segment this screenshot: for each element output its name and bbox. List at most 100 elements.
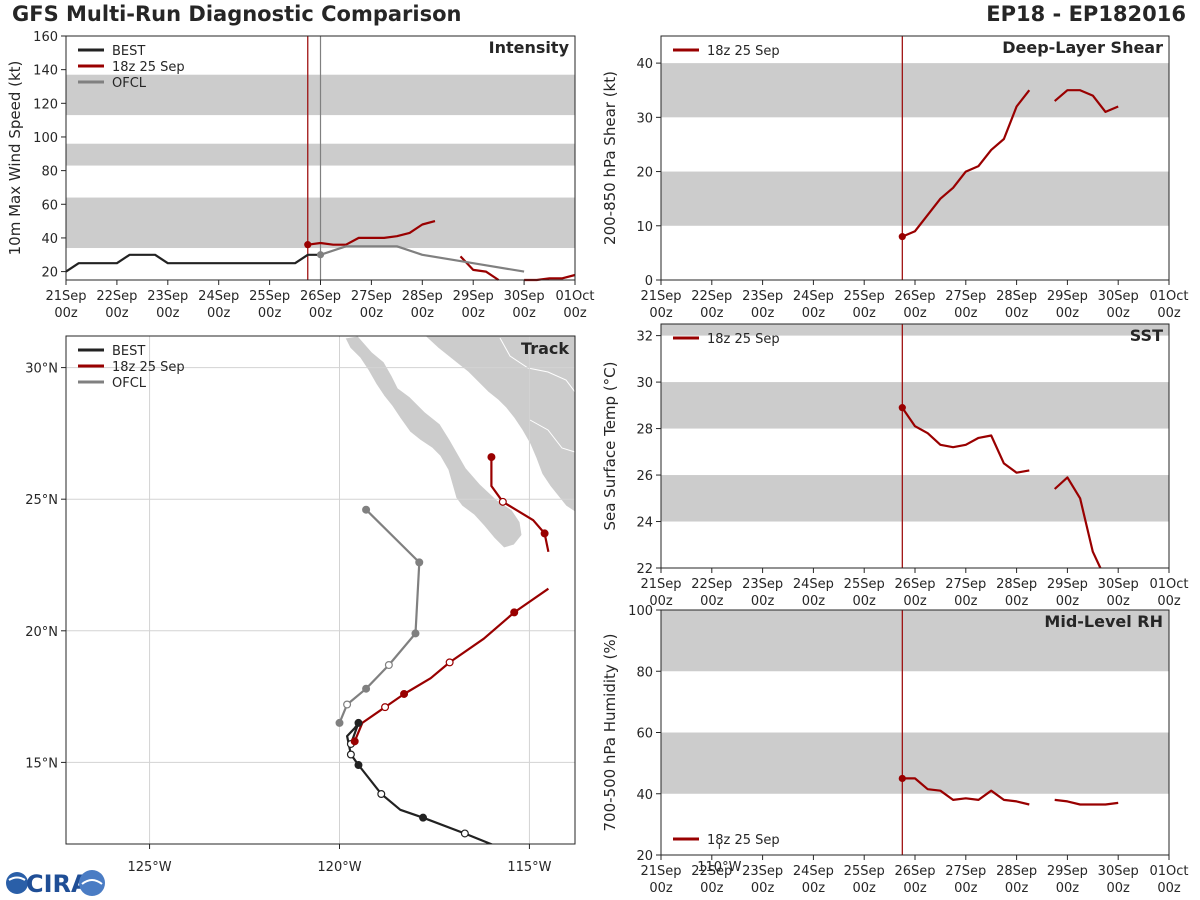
intensity-xtick-day: 01Oct <box>555 289 594 304</box>
sst-xtick-day: 24Sep <box>793 577 834 592</box>
intensity-xtick-day: 30Sep <box>504 289 545 304</box>
sst-xtick-day: 30Sep <box>1098 577 1139 592</box>
intensity-xtick-day: 22Sep <box>96 289 137 304</box>
shear-xtick-day: 23Sep <box>742 289 783 304</box>
rh-ytick-label: 100 <box>628 604 653 619</box>
rh-ytick-label: 80 <box>636 665 653 680</box>
intensity-xtick-hour: 00z <box>54 306 78 321</box>
shear-series-start-marker <box>898 233 906 241</box>
rh-xtick-day: 25Sep <box>844 864 885 879</box>
shear-xtick-hour: 00z <box>853 306 877 321</box>
sst-ytick-label: 22 <box>636 562 653 577</box>
rh-xtick-day: 28Sep <box>996 864 1037 879</box>
track-line-18z-25-sep <box>353 587 550 742</box>
cira-logo: CIRA <box>6 870 105 898</box>
track-position-marker <box>510 608 519 617</box>
track-ytick-label: 20°N <box>25 625 58 640</box>
rh-xtick-day: 21Sep <box>640 864 681 879</box>
sst-xtick-day: 01Oct <box>1149 577 1188 592</box>
track-position-marker <box>419 813 428 822</box>
track-position-marker <box>350 737 359 746</box>
track-position-marker <box>354 718 363 727</box>
intensity-ytick-label: 100 <box>33 131 58 146</box>
intensity-legend-label: OFCL <box>112 76 147 91</box>
track-xtick-label: 120°W <box>317 860 361 875</box>
intensity-xtick-day: 24Sep <box>198 289 239 304</box>
shear-xtick-hour: 00z <box>1056 306 1080 321</box>
track-position-marker <box>362 505 371 514</box>
shear-title: Deep-Layer Shear <box>1002 38 1163 57</box>
shear-xtick-day: 29Sep <box>1047 289 1088 304</box>
shear-xtick-hour: 00z <box>1107 306 1131 321</box>
track-plot-area <box>66 336 575 844</box>
shear-xtick-day: 27Sep <box>945 289 986 304</box>
globe-icon <box>6 872 28 894</box>
track-position-marker <box>362 684 371 693</box>
intensity-chart: 20 40 60 80 100 120 140 160 21Sep 00z 22Sep 00z 23Se… <box>6 30 595 321</box>
sst-xtick-day: 21Sep <box>640 577 681 592</box>
storm-id-title: EP18 - EP182016 <box>986 2 1186 26</box>
intensity-xtick-hour: 00z <box>462 306 486 321</box>
rh-xtick-day: 30Sep <box>1098 864 1139 879</box>
intensity-legend-label: BEST <box>112 44 145 59</box>
baja-california-landmass <box>344 336 523 549</box>
rh-ytick-label: 20 <box>636 849 653 864</box>
intensity-series-start-marker <box>316 251 325 259</box>
shear-ytick-label: 20 <box>636 166 653 181</box>
intensity-series-start-marker <box>304 241 312 249</box>
sst-xtick-hour: 00z <box>700 594 724 609</box>
intensity-legend-label: 18z 25 Sep <box>112 60 185 75</box>
shear-band-1 <box>661 63 1169 118</box>
state-border-line <box>529 419 575 453</box>
track-legend-label: OFCL <box>112 376 147 391</box>
shear-xtick-day: 30Sep <box>1098 289 1139 304</box>
track-position-marker <box>335 718 344 727</box>
track-position-marker <box>415 558 424 567</box>
sst-chart: 22 24 26 28 30 32 21Sep 00z 22Sep 00z 23Sep 00z 24Se… <box>601 323 1189 609</box>
shear-xtick-day: 22Sep <box>691 289 732 304</box>
rh-xtick-hour: 00z <box>853 881 877 896</box>
intensity-series-line <box>320 245 525 273</box>
intensity-ytick-label: 60 <box>41 198 58 213</box>
sst-xtick-day: 25Sep <box>844 577 885 592</box>
shear-legend-label: 18z 25 Sep <box>707 44 780 59</box>
rh-series-line <box>902 777 1119 806</box>
track-frame <box>65 335 576 845</box>
track-position-marker <box>540 529 549 538</box>
sst-xtick-hour: 00z <box>1107 594 1131 609</box>
intensity-xtick-day: 26Sep <box>300 289 341 304</box>
intensity-xtick-day: 21Sep <box>45 289 86 304</box>
track-position-marker <box>377 789 386 798</box>
rh-band-1 <box>661 610 1169 672</box>
track-position-marker <box>460 829 469 838</box>
sst-xtick-day: 22Sep <box>691 577 732 592</box>
intensity-xtick-hour: 00z <box>512 306 536 321</box>
rh-xtick-day: 01Oct <box>1149 864 1188 879</box>
shear-xtick-day: 26Sep <box>894 289 935 304</box>
sst-xtick-hour: 00z <box>751 594 775 609</box>
sst-series-line <box>901 407 1102 569</box>
rh-xtick-day: 29Sep <box>1047 864 1088 879</box>
intensity-title: Intensity <box>489 38 570 57</box>
rh-xtick-hour: 00z <box>802 881 826 896</box>
rh-ytick-label: 40 <box>636 788 653 803</box>
rh-title: Mid-Level RH <box>1044 612 1163 631</box>
sst-xtick-hour: 00z <box>853 594 877 609</box>
track-xtick-label: 110°W <box>697 860 741 875</box>
track-xtick-label: 125°W <box>127 860 171 875</box>
rh-chart: 20 40 60 80 100 21Sep 00z 22Sep 00z 23Sep 00z 24Sep… <box>601 604 1189 896</box>
rh-ytick-label: 60 <box>636 727 653 742</box>
intensity-ytick-label: 120 <box>33 97 58 112</box>
track-position-marker <box>400 689 409 698</box>
intensity-series-line <box>65 253 321 273</box>
sst-ytick-label: 24 <box>636 516 653 531</box>
sst-xtick-hour: 00z <box>1157 594 1181 609</box>
shear-xtick-hour: 00z <box>649 306 673 321</box>
track-position-marker <box>498 497 507 506</box>
rh-xtick-day: 23Sep <box>742 864 783 879</box>
sst-xtick-day: 28Sep <box>996 577 1037 592</box>
sst-legend-label: 18z 25 Sep <box>707 332 780 347</box>
track-xtick-label: 115°W <box>507 860 551 875</box>
intensity-xtick-day: 23Sep <box>147 289 188 304</box>
